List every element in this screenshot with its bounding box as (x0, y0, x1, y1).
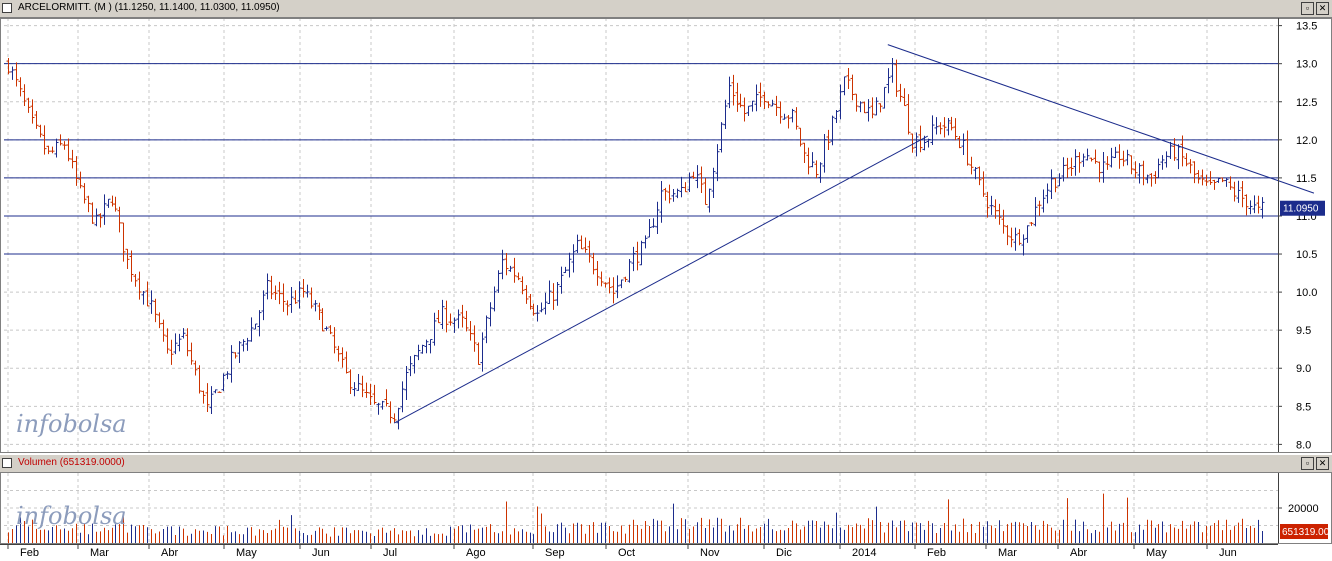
trend-lines (393, 44, 1315, 424)
month-label: Feb (20, 547, 39, 559)
price-panel-title: ARCELORMITT. (M ) (11.1250, 11.1400, 11.… (18, 2, 280, 13)
trend-line (393, 135, 929, 424)
month-label: Feb (927, 547, 946, 559)
volume-window-icon (2, 458, 12, 468)
price-watermark: infobolsa (16, 410, 127, 438)
month-label: Nov (700, 547, 720, 559)
month-label: May (236, 547, 257, 559)
month-label: Sep (545, 547, 565, 559)
price-tick-label: 9.5 (1296, 325, 1311, 337)
price-panel-frame (0, 18, 1332, 453)
month-label: Dic (776, 547, 792, 559)
month-label: Jun (312, 547, 330, 559)
volume-maximize-button[interactable]: ▫ (1301, 457, 1314, 470)
price-tick-label: 12.5 (1296, 97, 1317, 109)
volume-watermark: infobolsa (16, 502, 127, 530)
last-volume-value: 651319.00 (1282, 527, 1330, 538)
month-label: Oct (618, 547, 635, 559)
volume-bars (8, 493, 1263, 543)
month-label: May (1146, 547, 1167, 559)
month-label: Jun (1219, 547, 1237, 559)
month-label: Ago (466, 547, 486, 559)
price-tick-label: 11.5 (1296, 173, 1317, 185)
close-button[interactable]: ✕ (1316, 2, 1329, 15)
price-tick-label: 10.0 (1296, 287, 1317, 299)
month-label: Mar (998, 547, 1017, 559)
price-level-lines (4, 63, 1278, 255)
price-tick-label: 10.5 (1296, 249, 1317, 261)
maximize-button[interactable]: ▫ (1301, 2, 1314, 15)
month-label: 2014 (852, 547, 876, 559)
chart-window-icon (2, 3, 12, 13)
trend-line (887, 44, 1315, 194)
price-ohlc-bars (6, 57, 1265, 430)
volume-grid (4, 473, 1278, 543)
price-grid (4, 18, 1278, 452)
time-axis: Feb Mar Abr May Jun Jul Ago Sep Oct Nov Dic 2014 Feb… (0, 544, 1332, 561)
volume-close-button[interactable]: ✕ (1316, 457, 1329, 470)
price-tick-label: 12.0 (1296, 135, 1317, 147)
price-tick-label: 13.0 (1296, 59, 1317, 71)
price-axis: 8.08.59.09.510.010.511.011.512.012.513.0… (1278, 21, 1317, 451)
month-label: Abr (1070, 547, 1087, 559)
price-tick-label: 8.5 (1296, 401, 1311, 413)
price-tick-label: 9.0 (1296, 363, 1311, 375)
price-tick-label: 8.0 (1296, 439, 1311, 451)
volume-axis: 20000 (1278, 503, 1319, 515)
last-price-value: 11.0950 (1283, 204, 1319, 215)
last-volume-badge: 651319.00 (1280, 524, 1330, 539)
time-axis-band (0, 544, 1332, 561)
month-label: Mar (90, 547, 109, 559)
price-panel-titlebar[interactable]: ARCELORMITT. (M ) (11.1250, 11.1400, 11.… (0, 0, 1332, 18)
volume-panel-title: Volumen (651319.0000) (18, 457, 125, 468)
price-tick-label: 13.5 (1296, 21, 1317, 33)
month-label: Jul (383, 547, 397, 559)
last-price-badge: 11.0950 (1280, 200, 1325, 216)
volume-tick-label: 20000 (1288, 503, 1319, 515)
month-label: Abr (161, 547, 178, 559)
